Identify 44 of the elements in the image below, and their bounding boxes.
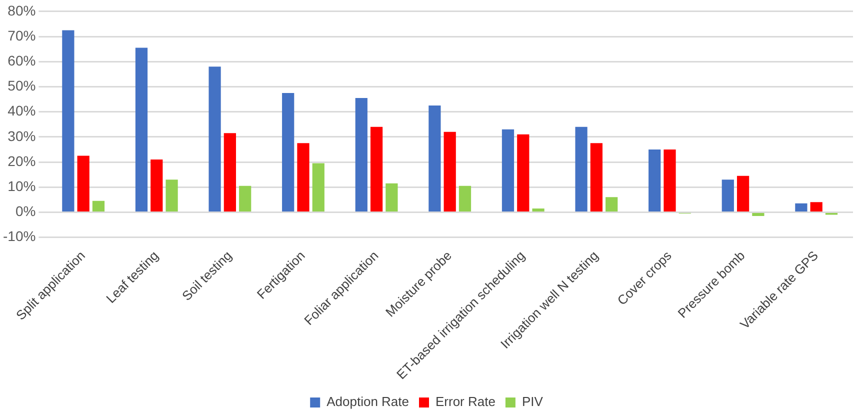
bar: [532, 208, 544, 212]
bar: [444, 132, 456, 212]
bar: [312, 163, 324, 212]
bar: [386, 183, 398, 212]
bar: [239, 186, 252, 212]
bar: [208, 66, 221, 212]
bar: [224, 133, 236, 212]
bar: [77, 156, 90, 212]
y-tick-label: 10%: [8, 178, 36, 194]
bar: [282, 92, 294, 212]
bar: [166, 180, 178, 212]
y-tick-label: 50%: [8, 78, 36, 94]
y-tick-label: 0%: [15, 203, 36, 220]
y-tick-label: 80%: [8, 2, 36, 18]
bar: [62, 30, 74, 212]
bar: [502, 129, 514, 212]
bar: [664, 149, 676, 212]
bar: [722, 180, 734, 212]
y-tick-label: 70%: [8, 27, 36, 44]
bar: [135, 48, 148, 212]
bar: [297, 143, 310, 212]
bar: [648, 149, 661, 212]
y-tick-label: 60%: [8, 52, 36, 68]
bar: [606, 197, 618, 212]
bar: [575, 126, 588, 212]
bar: [355, 98, 368, 212]
y-tick-label: 40%: [8, 102, 36, 119]
bar: [150, 160, 163, 212]
y-tick-label: -10%: [2, 228, 36, 244]
y-tick-label: 20%: [8, 152, 36, 169]
bar: [736, 176, 750, 212]
bar: [795, 203, 808, 212]
y-tick-label: 30%: [8, 128, 36, 144]
bar: [752, 212, 764, 216]
legend-label: PIV: [522, 394, 544, 410]
bar: [517, 134, 530, 212]
bar: [428, 106, 441, 212]
bar: [370, 126, 383, 212]
bar: [590, 143, 603, 212]
bar: [92, 200, 105, 212]
bar: [458, 186, 472, 212]
bar: [810, 202, 822, 212]
legend-label: Adoption Rate: [326, 394, 410, 410]
legend-label: Error Rate: [435, 394, 496, 410]
